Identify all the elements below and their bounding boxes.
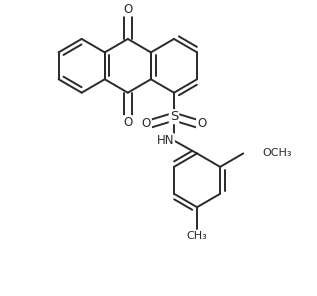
Text: O: O [142, 117, 151, 130]
Text: S: S [170, 110, 178, 123]
Text: O: O [123, 3, 133, 16]
Text: O: O [123, 116, 133, 129]
Text: HN: HN [157, 134, 174, 147]
Text: OCH₃: OCH₃ [262, 149, 292, 158]
Text: O: O [197, 117, 206, 130]
Text: CH₃: CH₃ [187, 231, 207, 241]
